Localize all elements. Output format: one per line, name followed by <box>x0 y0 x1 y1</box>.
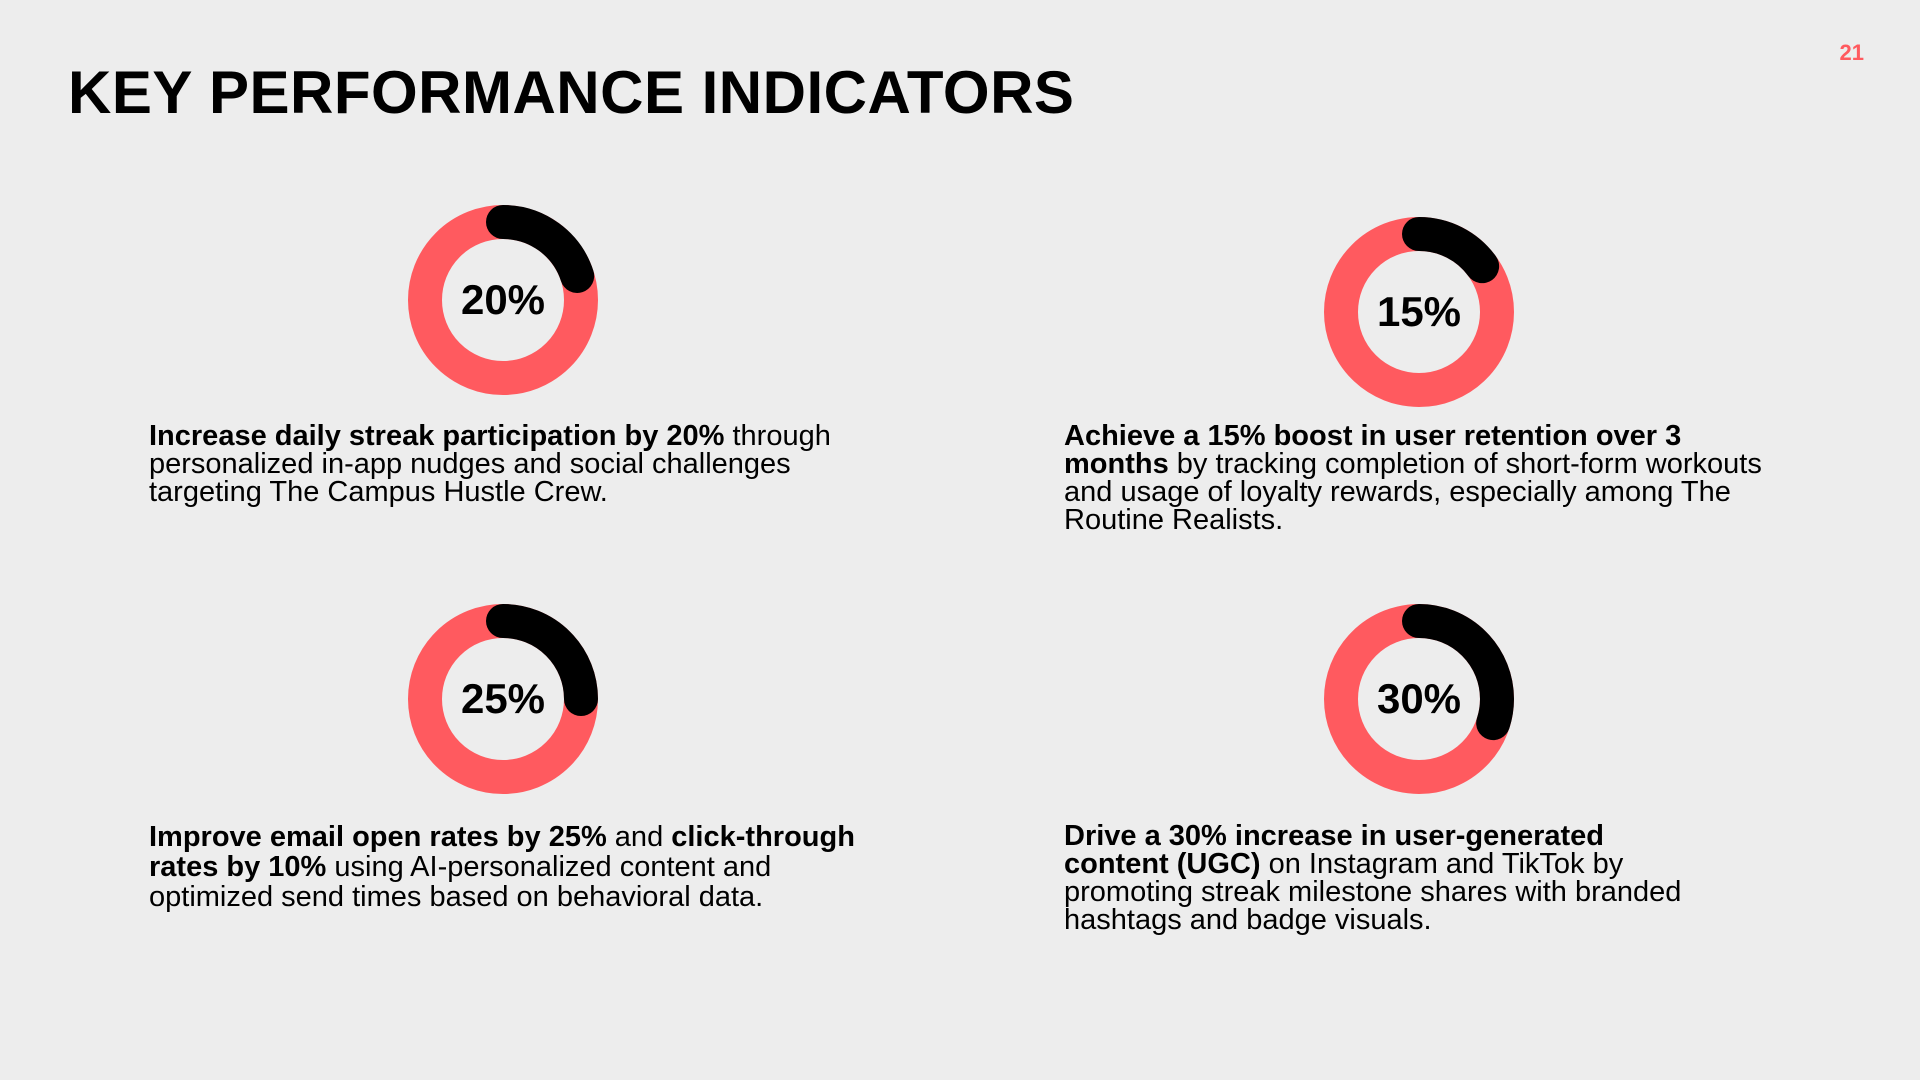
kpi-value-label: 30% <box>1376 675 1462 722</box>
kpi-body-secondary: using AI-personalized content and optimi… <box>149 851 772 913</box>
kpi-highlight: Increase daily streak participation by 2… <box>149 420 725 452</box>
kpi-donut-1: 20% <box>408 205 598 395</box>
donut-progress-arc <box>1324 604 1514 794</box>
kpi-value-label: 15% <box>1376 288 1462 335</box>
donut-chart-4 <box>1324 604 1514 794</box>
kpi-donut-3: 25% <box>408 604 598 794</box>
kpi-donut-4: 30% <box>1324 604 1514 794</box>
donut-chart-2 <box>1324 217 1514 407</box>
donut-progress-arc <box>1324 217 1514 407</box>
kpi-body: on Instagram and TikTok by promoting str… <box>1064 848 1682 936</box>
kpi-description: Increase daily streak participation by 2… <box>149 420 849 508</box>
donut-chart-3 <box>408 604 598 794</box>
kpi-highlight: Improve email open rates by 25% <box>149 821 607 853</box>
kpi-highlight: Drive a 30% increase in user-generated c… <box>1064 820 1604 880</box>
kpi-value-label: 20% <box>460 276 546 323</box>
kpi-donut-2: 15% <box>1324 217 1514 407</box>
kpi-value-label: 25% <box>460 675 546 722</box>
kpi-description: Improve email open rates by 25% and clic… <box>149 822 869 912</box>
kpi-highlight: Achieve a 15% boost in user retention ov… <box>1064 420 1682 480</box>
donut-progress-arc <box>408 604 598 794</box>
kpi-body: through personalized in-app nudges and s… <box>149 420 831 508</box>
kpi-body: and <box>606 821 672 853</box>
donut-progress-arc <box>408 205 598 395</box>
kpi-highlight-secondary: click-through rates by 10% <box>149 821 855 883</box>
kpi-description: Achieve a 15% boost in user retention ov… <box>1064 420 1784 536</box>
donut-chart-1 <box>408 205 598 395</box>
kpi-description: Drive a 30% increase in user-generated c… <box>1064 820 1714 936</box>
slide-title: KEY PERFORMANCE INDICATORS <box>68 59 1075 126</box>
page-number: 21 <box>1839 40 1864 65</box>
kpi-body: by tracking completion of short-form wor… <box>1064 448 1762 536</box>
